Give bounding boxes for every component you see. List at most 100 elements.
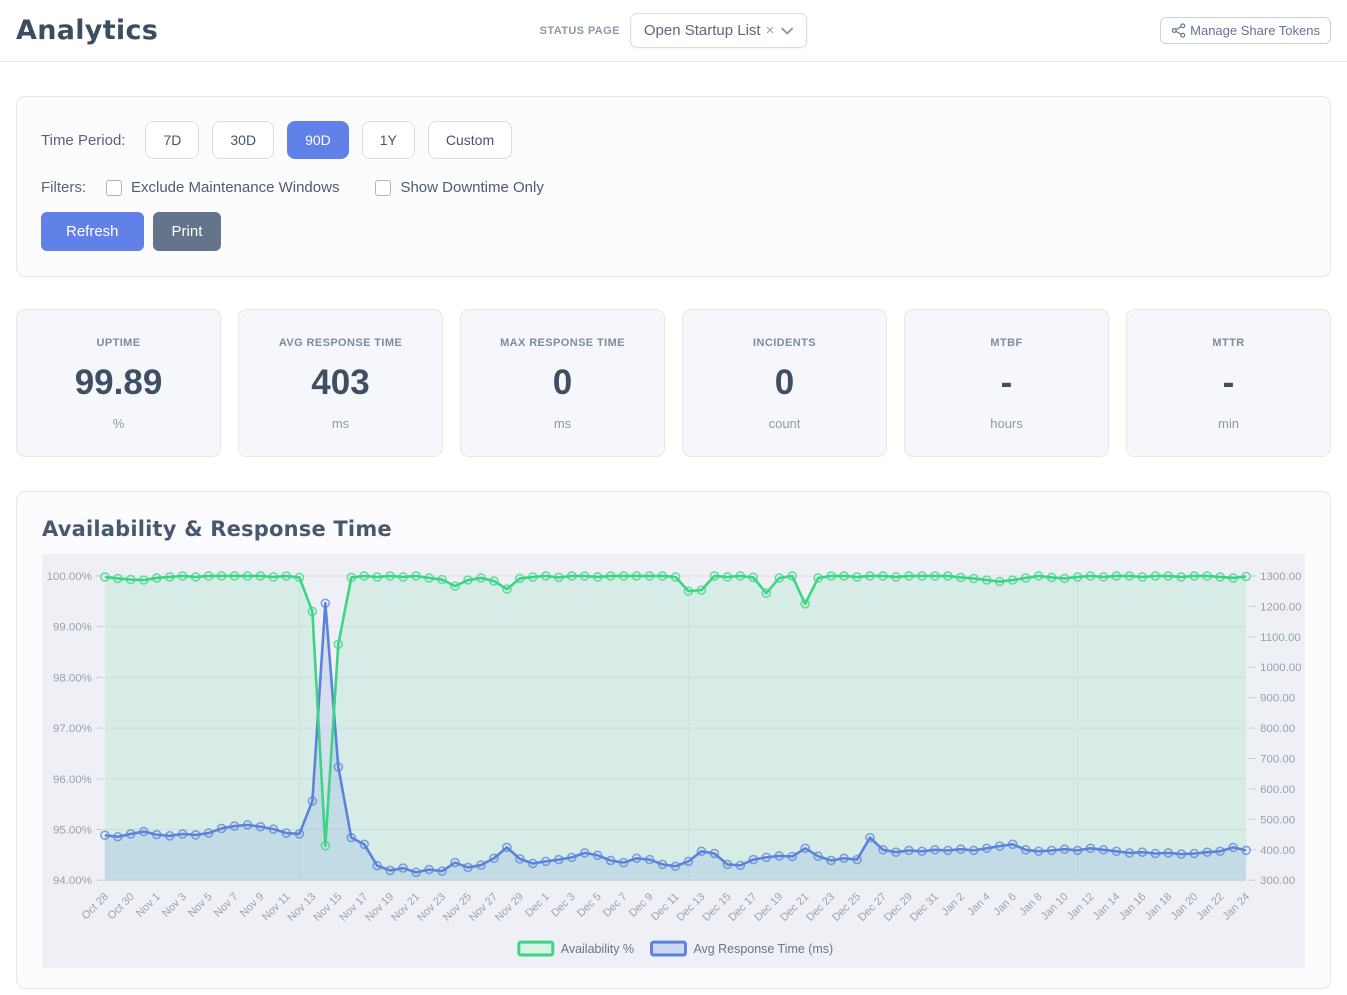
stat-label: MTBF — [990, 337, 1023, 349]
svg-text:Nov 29: Nov 29 — [493, 891, 526, 924]
svg-text:94.00%: 94.00% — [53, 875, 92, 887]
availability-points — [100, 571, 1251, 851]
svg-text:98.00%: 98.00% — [53, 672, 92, 684]
svg-text:Dec 3: Dec 3 — [549, 891, 578, 920]
svg-text:Jan 6: Jan 6 — [991, 891, 1018, 918]
svg-text:Availability %: Availability % — [561, 942, 634, 956]
clear-selection-icon[interactable]: × — [765, 22, 775, 39]
manage-share-tokens-button[interactable]: Manage Share Tokens — [1160, 17, 1331, 44]
svg-text:Avg Response Time (ms): Avg Response Time (ms) — [693, 942, 833, 956]
stat-value: - — [1000, 363, 1013, 402]
response-points — [100, 598, 1251, 878]
time-period-label: Time Period: — [41, 131, 126, 149]
svg-text:Jan 24: Jan 24 — [1220, 891, 1252, 923]
stat-unit: ms — [331, 416, 350, 431]
time-period-button-1y[interactable]: 1Y — [361, 121, 415, 159]
time-period-button-7d[interactable]: 7D — [145, 121, 200, 159]
filters-panel: Time Period: 7D 30D 90D 1Y Custom Filter… — [16, 96, 1331, 277]
page-header: Analytics STATUS PAGE Open Startup List … — [0, 0, 1347, 62]
filters-row: Filters: Exclude Maintenance Windows Sho… — [41, 179, 1306, 196]
svg-text:Jan 14: Jan 14 — [1091, 891, 1123, 923]
svg-text:Jan 18: Jan 18 — [1143, 891, 1175, 923]
stat-card-mttr: MTTR - min — [1126, 309, 1331, 457]
svg-text:900.00: 900.00 — [1260, 693, 1295, 705]
svg-text:96.00%: 96.00% — [53, 774, 92, 786]
time-period-row: Time Period: 7D 30D 90D 1Y Custom — [41, 121, 1306, 159]
left-axis-labels: 100.00% 99.00% 98.00% 97.00% 96.00% 95.00% 94.… — [47, 571, 103, 887]
exclude-maintenance-label: Exclude Maintenance Windows — [131, 179, 340, 196]
svg-text:Dec 31: Dec 31 — [908, 891, 941, 924]
stat-unit: % — [112, 416, 125, 431]
stat-card-incidents: INCIDENTS 0 count — [682, 309, 887, 457]
manage-share-tokens-label: Manage Share Tokens — [1190, 23, 1320, 38]
svg-text:Dec 7: Dec 7 — [601, 891, 630, 920]
exclude-maintenance-checkbox[interactable]: Exclude Maintenance Windows — [106, 179, 339, 196]
stat-card-uptime: UPTIME 99.89 % — [16, 309, 221, 457]
show-downtime-checkbox[interactable]: Show Downtime Only — [375, 179, 544, 196]
svg-text:600.00: 600.00 — [1260, 784, 1295, 796]
svg-text:Jan 2: Jan 2 — [939, 891, 966, 918]
show-downtime-label: Show Downtime Only — [400, 179, 544, 196]
svg-text:Jan 16: Jan 16 — [1117, 891, 1149, 923]
time-period-button-custom[interactable]: Custom — [427, 121, 513, 159]
status-page-selected-value: Open Startup List — [643, 22, 761, 39]
svg-text:400.00: 400.00 — [1260, 845, 1295, 857]
chart-title: Availability & Response Time — [42, 517, 392, 541]
svg-text:500.00: 500.00 — [1260, 814, 1295, 826]
svg-text:Nov 1: Nov 1 — [134, 891, 163, 920]
svg-text:Nov 7: Nov 7 — [212, 891, 241, 920]
right-axis-labels: 1300.00 1200.00 1100.00 1000.00 900.00 800.00… — [1249, 571, 1302, 887]
svg-text:Nov 3: Nov 3 — [160, 891, 189, 920]
svg-text:95.00%: 95.00% — [53, 825, 92, 837]
legend-availability[interactable]: Availability % — [517, 940, 634, 957]
svg-text:Oct 28: Oct 28 — [80, 891, 111, 922]
chart-card: Availability & Response Time 100.00% 99.0… — [16, 491, 1331, 990]
main-content: Time Period: 7D 30D 90D 1Y Custom Filter… — [0, 96, 1347, 990]
page-title: Analytics — [16, 15, 159, 46]
stat-unit: ms — [553, 416, 572, 431]
stat-label: MTTR — [1212, 337, 1245, 349]
stat-label: UPTIME — [96, 337, 141, 349]
svg-text:1000.00: 1000.00 — [1260, 662, 1301, 674]
svg-text:Jan 22: Jan 22 — [1195, 891, 1227, 923]
time-period-button-30d[interactable]: 30D — [212, 121, 275, 159]
svg-text:Nov 5: Nov 5 — [186, 891, 215, 920]
svg-text:1100.00: 1100.00 — [1260, 632, 1301, 644]
print-button[interactable]: Print — [152, 212, 222, 251]
time-period-button-90d[interactable]: 90D — [287, 121, 349, 159]
stats-row: UPTIME 99.89 % AVG RESPONSE TIME 403 ms … — [16, 309, 1331, 457]
stat-unit: hours — [990, 416, 1023, 431]
exclude-maintenance-checkbox-input[interactable] — [106, 179, 122, 196]
availability-area — [104, 575, 1247, 881]
refresh-button[interactable]: Refresh — [41, 212, 144, 251]
show-downtime-checkbox-input[interactable] — [375, 179, 392, 196]
svg-text:Jan 10: Jan 10 — [1039, 891, 1071, 923]
availability-response-chart[interactable]: 100.00% 99.00% 98.00% 97.00% 96.00% 95.00% 94.… — [42, 554, 1305, 969]
stat-card-avg-response: AVG RESPONSE TIME 403 ms — [238, 309, 443, 457]
svg-text:Dec 1: Dec 1 — [523, 891, 552, 920]
status-page-picker: STATUS PAGE Open Startup List × — [540, 13, 808, 48]
stat-label: INCIDENTS — [753, 337, 816, 349]
stat-value: - — [1222, 363, 1235, 402]
svg-text:99.00%: 99.00% — [53, 622, 92, 634]
actions-row: Refresh Print — [41, 212, 1306, 251]
stat-unit: min — [1218, 416, 1239, 431]
legend-response[interactable]: Avg Response Time (ms) — [650, 940, 834, 957]
stat-label: AVG RESPONSE TIME — [278, 337, 403, 349]
svg-text:Jan 20: Jan 20 — [1169, 891, 1201, 923]
svg-text:100.00%: 100.00% — [47, 571, 92, 583]
stat-value: 0 — [552, 363, 573, 402]
stat-card-max-response: MAX RESPONSE TIME 0 ms — [460, 309, 665, 457]
svg-text:700.00: 700.00 — [1260, 754, 1295, 766]
filters-label: Filters: — [41, 179, 86, 196]
svg-text:Oct 30: Oct 30 — [106, 891, 137, 922]
stat-value: 99.89 — [74, 363, 163, 402]
stat-label: MAX RESPONSE TIME — [500, 337, 625, 349]
stat-card-mtbf: MTBF - hours — [904, 309, 1109, 457]
status-page-select[interactable]: Open Startup List × — [629, 13, 808, 48]
svg-text:800.00: 800.00 — [1260, 723, 1295, 735]
svg-text:1200.00: 1200.00 — [1260, 601, 1301, 613]
status-page-label: STATUS PAGE — [539, 24, 620, 37]
chevron-down-icon — [781, 27, 794, 35]
